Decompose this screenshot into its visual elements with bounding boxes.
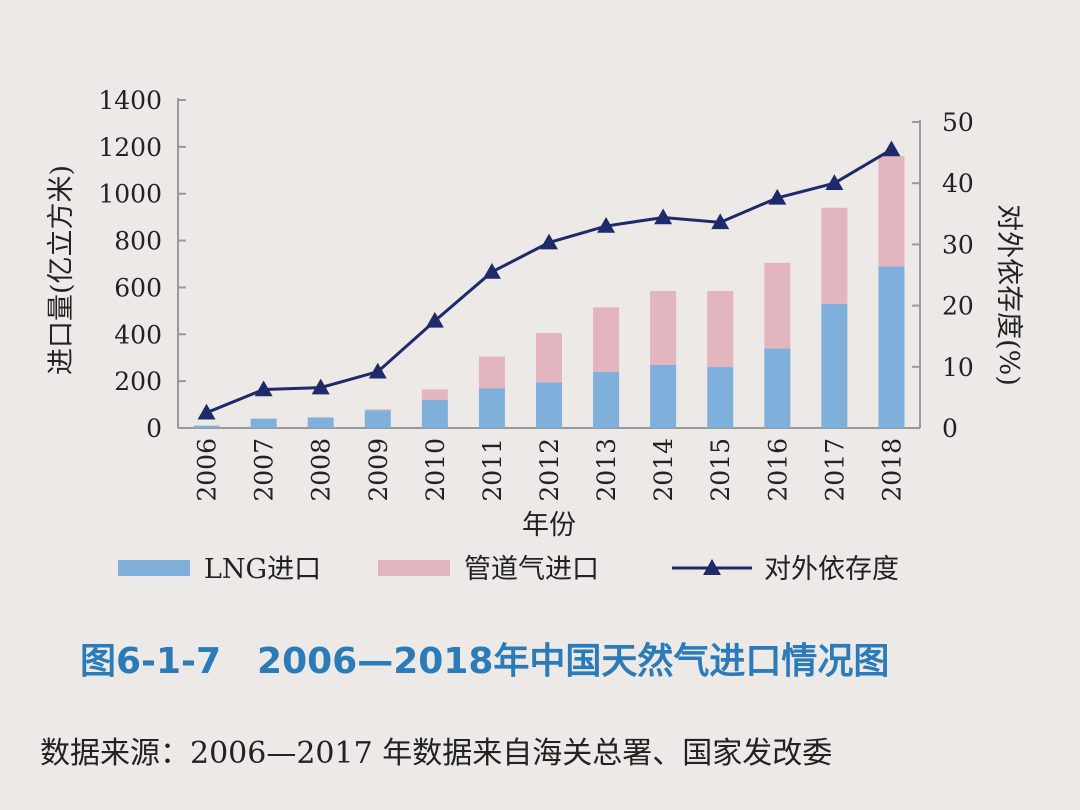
bar-lng [821,303,848,428]
x-tick-label: 2014 [649,438,678,502]
dependency-point [711,213,730,230]
left-y-tick-label: 800 [114,227,162,256]
x-tick-label: 2012 [535,438,564,502]
x-tick-label: 2018 [877,438,906,502]
x-tick-label: 2008 [307,438,336,502]
left-y-tick-label: 1000 [98,180,162,209]
figure-caption: 图6-1-7 2006—2018年中国天然气进口情况图 [80,641,890,682]
bar-pipeline [421,389,448,400]
x-tick-label: 2016 [763,438,792,502]
dependency-point [654,208,673,225]
x-tick-label: 2007 [250,438,279,502]
bar-pipeline [536,333,562,383]
bar-lng [250,418,277,428]
right-y-tick-label: 50 [942,108,974,137]
left-y-tick-label: 1400 [98,86,162,115]
chart: 0 200 400 600 800 1000 1200 1400 0 10 20 30 40 50 2006… [46,86,1024,585]
bar-pipeline [650,290,677,365]
x-tick-label: 2006 [193,438,222,502]
right-y-tick-label: 30 [942,230,974,259]
right-y-axis-title: 对外依存度(%) [993,204,1024,386]
x-tick-label: 2009 [364,438,393,502]
bar-lng [593,371,620,428]
bar-lng [707,367,734,428]
left-y-tick-label: 600 [114,273,162,302]
dependency-point [825,174,844,190]
x-axis-title: 年份 [522,510,576,541]
right-y-tick-label: 40 [942,169,974,198]
dependency-point [540,233,558,250]
bar-pipeline [478,356,505,389]
bar-lng [478,388,505,428]
x-tick-label: 2013 [592,438,621,502]
dependency-point [482,262,501,279]
bar-pipeline [593,307,620,372]
dependency-point [597,217,616,233]
right-y-tick-label: 20 [942,292,974,321]
bar-lng [764,348,791,428]
dependency-point [368,362,387,379]
x-tick-label: 2010 [421,438,450,502]
dependency-point [882,140,901,157]
bar-lng [421,399,448,428]
dependency-point [425,311,444,328]
right-y-tick-label: 0 [942,414,958,443]
left-y-axis-title: 进口量(亿立方米) [46,165,77,375]
bar-lng [193,425,220,428]
legend-swatch-pipeline [378,560,450,576]
dependency-point [311,378,330,395]
bar-pipeline [764,262,791,349]
legend-label-lng: LNG进口 [204,554,321,585]
dependency-point [197,403,216,420]
bar-lng [307,417,334,428]
bar-pipeline [821,207,848,304]
bar-pipeline [707,290,734,368]
bar-lng [650,364,677,428]
legend-label-pipeline: 管道气进口 [464,554,599,585]
x-tick-label: 2015 [706,438,735,502]
left-y-tick-label: 400 [114,320,162,349]
data-source-note: 数据来源：2006—2017 年数据来自海关总署、国家发改委 [40,736,833,771]
right-y-tick-label: 10 [942,353,974,382]
bar-lng [878,266,905,428]
bar-lng [364,410,391,428]
left-y-tick-label: 200 [114,367,162,396]
bar-pipeline [364,409,391,411]
legend-swatch-lng [118,560,190,576]
dependency-point [254,380,273,397]
legend-label-dependency: 对外依存度 [764,554,899,585]
left-y-tick-label: 1200 [98,133,162,162]
bar-pipeline [878,156,905,267]
bar-lng [536,382,562,428]
x-tick-label: 2017 [820,438,849,502]
legend-marker-dependency [703,559,721,575]
dependency-point [768,188,787,205]
left-y-tick-label: 0 [146,414,162,443]
x-tick-label: 2011 [478,438,507,502]
